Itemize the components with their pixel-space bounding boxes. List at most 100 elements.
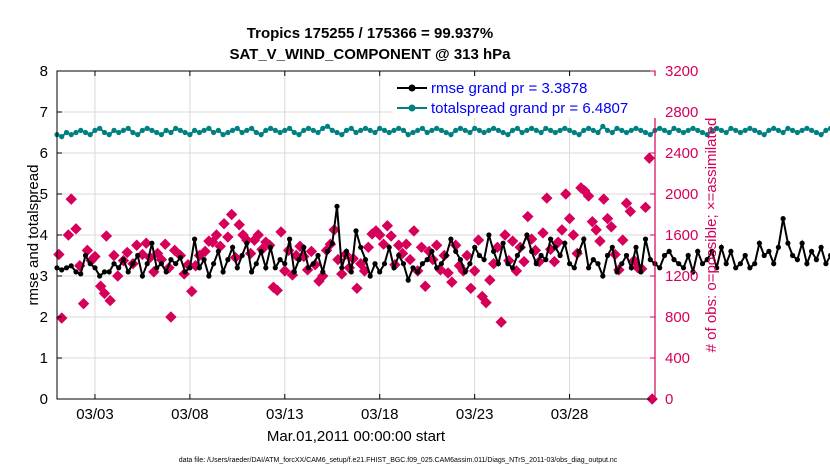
obs-count-point (53, 248, 65, 261)
rmse-point (168, 257, 174, 263)
rmse-point (467, 261, 473, 267)
totalspread-point (59, 134, 65, 140)
totalspread-point (728, 125, 734, 131)
totalspread-point (661, 127, 668, 133)
totalspread-point (362, 125, 369, 131)
rmse-series (54, 203, 830, 284)
obs-count-point (617, 234, 629, 246)
obs-count-point (70, 223, 82, 235)
totalspread-point (230, 127, 236, 133)
rmse-point (130, 261, 136, 267)
totalspread-point (353, 129, 359, 136)
obs-count-point (563, 212, 576, 225)
obs-count-point (499, 229, 511, 241)
rmse-point (329, 240, 335, 246)
x-tick-label: 03/13 (266, 406, 304, 423)
totalspread-point (111, 127, 117, 133)
totalspread-point (125, 125, 131, 131)
obs-count-point (222, 231, 234, 243)
totalspread-point (73, 129, 79, 136)
rmse-point (135, 252, 141, 259)
x-tick-label: 03/28 (551, 406, 589, 423)
obs-count-point (518, 255, 530, 268)
obs-count-point (165, 311, 177, 323)
obs-count-point (131, 239, 143, 251)
rmse-point (567, 261, 573, 267)
y-axis-left-label: rmse and totalspread (25, 165, 42, 306)
totalspread-point (400, 127, 407, 133)
rmse-point (785, 240, 791, 246)
y-right-tick-label: 3200 (665, 63, 698, 80)
totalspread-point (448, 132, 454, 138)
y-right-tick-label: 2400 (665, 145, 698, 162)
rmse-point (595, 261, 601, 267)
obs-count-point (624, 205, 637, 218)
obs-count-point (586, 215, 599, 228)
totalspread-point (524, 127, 530, 133)
totalspread-point (173, 125, 179, 131)
obs-count-point (381, 220, 394, 232)
totalspread-point (377, 125, 383, 131)
totalspread-point (244, 127, 250, 133)
rmse-point (661, 252, 668, 259)
obs-count-point (279, 265, 291, 277)
rmse-point (97, 273, 103, 279)
rmse-point (225, 257, 231, 263)
totalspread-point (619, 127, 625, 133)
rmse-point (533, 261, 539, 267)
totalspread-point (305, 125, 312, 131)
totalspread-point (386, 129, 392, 136)
rmse-point (120, 257, 126, 263)
totalspread-point (396, 125, 402, 131)
totalspread-point (752, 127, 758, 133)
rmse-point (253, 261, 259, 267)
rmse-point (158, 261, 164, 267)
chart-title-line2: SAT_V_WIND_COMPONENT @ 313 hPa (229, 46, 511, 63)
rmse-point (211, 261, 217, 267)
rmse-point (790, 252, 796, 259)
y-left-tick-label: 2 (40, 309, 48, 326)
obs-count-point (121, 246, 133, 259)
x-axis-label: Mar.01,2011 00:00:00 start (267, 428, 446, 445)
obs-count-point (442, 267, 454, 279)
rmse-point (438, 261, 444, 267)
obs-count-point (275, 226, 287, 238)
obs-count-point (408, 225, 420, 237)
obs-count-point (163, 262, 175, 274)
totalspread-point (604, 127, 611, 133)
rmse-point (101, 269, 108, 275)
obs-count-point (77, 297, 90, 310)
totalspread-point (339, 132, 345, 138)
rmse-point (111, 261, 117, 267)
rmse-point (495, 261, 501, 267)
rmse-point (747, 265, 753, 271)
obs-count-point (605, 221, 618, 233)
totalspread-point (671, 125, 677, 131)
obs-count-point (446, 276, 458, 288)
totalspread-point (590, 127, 596, 133)
obs-count-point (506, 235, 519, 247)
rmse-point (443, 252, 449, 259)
rmse-point (78, 271, 84, 277)
y-left-tick-label: 6 (40, 145, 48, 162)
totalspread-point (600, 123, 606, 129)
totalspread-point (500, 129, 506, 136)
rmse-point (415, 269, 421, 275)
obs-count-point (601, 212, 614, 225)
rmse-point (334, 203, 340, 209)
obs-count-point (415, 241, 428, 254)
legend: rmse grand pr = 3.3878 totalspread grand… (393, 76, 657, 118)
totalspread-point (410, 129, 416, 136)
obs-count-point (643, 152, 656, 164)
rmse-point (320, 269, 326, 275)
totalspread-point (699, 129, 706, 136)
totalspread-point (424, 129, 430, 136)
totalspread-point (628, 127, 634, 133)
footer-data-file: data file: /Users/raeder/DAI/ATM_forcXX/… (179, 457, 618, 464)
rmse-point (234, 265, 240, 271)
obs-count-series (53, 152, 658, 405)
rmse-point (220, 269, 226, 275)
obs-count-point (594, 235, 606, 247)
totalspread-point (623, 129, 630, 136)
rmse-point (453, 248, 459, 254)
